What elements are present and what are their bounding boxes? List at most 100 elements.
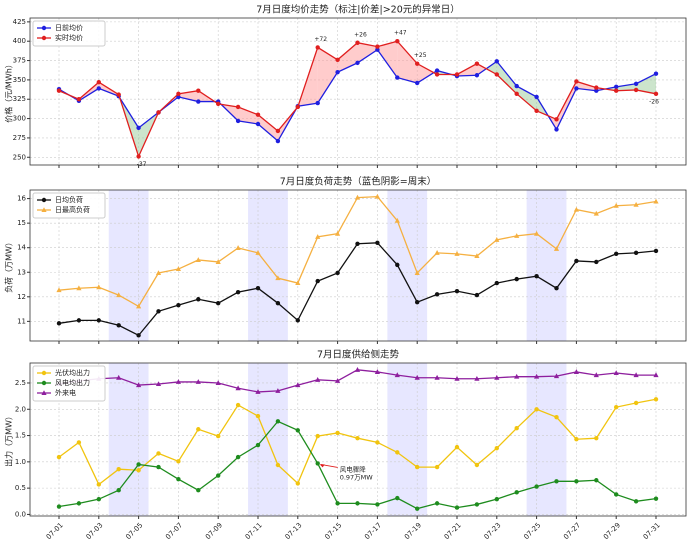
marker bbox=[355, 241, 360, 246]
marker bbox=[653, 91, 659, 97]
marker bbox=[335, 57, 340, 62]
marker bbox=[633, 81, 639, 86]
annotation-text: 风电骤降 bbox=[340, 464, 367, 473]
y-tick-label: 2.0 bbox=[15, 405, 26, 413]
marker bbox=[395, 75, 400, 80]
spread-annotation: +26 bbox=[354, 31, 367, 38]
marker bbox=[415, 300, 420, 305]
marker bbox=[275, 388, 281, 393]
x-tick-label: 07-09 bbox=[204, 521, 224, 541]
weekend-shade bbox=[546, 190, 567, 341]
marker bbox=[474, 375, 480, 381]
y-axis-label: 价格（元/MWh） bbox=[4, 60, 14, 123]
marker bbox=[594, 85, 599, 90]
x-tick-label: 07-23 bbox=[483, 521, 503, 541]
marker bbox=[415, 506, 420, 511]
marker bbox=[394, 217, 400, 223]
marker bbox=[216, 433, 221, 439]
marker bbox=[573, 206, 579, 212]
marker bbox=[155, 381, 162, 387]
marker bbox=[196, 88, 201, 93]
marker bbox=[613, 370, 619, 375]
marker bbox=[554, 127, 559, 132]
marker bbox=[315, 377, 321, 382]
marker bbox=[454, 288, 460, 294]
diff-fill bbox=[258, 114, 278, 142]
marker bbox=[395, 39, 400, 44]
marker bbox=[96, 80, 102, 85]
marker bbox=[41, 370, 47, 376]
marker bbox=[56, 504, 62, 509]
marker bbox=[514, 91, 519, 97]
marker bbox=[295, 318, 300, 323]
marker bbox=[474, 462, 480, 468]
marker bbox=[136, 125, 141, 131]
marker bbox=[41, 207, 47, 212]
marker bbox=[395, 450, 400, 455]
y-axis-label: 出力（万MW） bbox=[4, 412, 14, 467]
marker bbox=[474, 73, 480, 78]
marker bbox=[335, 501, 340, 506]
marker bbox=[414, 270, 420, 275]
y-tick-label: 400 bbox=[13, 37, 26, 45]
marker bbox=[633, 250, 639, 256]
marker bbox=[295, 382, 301, 388]
marker bbox=[474, 253, 480, 259]
y-tick-label: 425 bbox=[13, 18, 26, 26]
legend-box bbox=[32, 192, 106, 219]
marker bbox=[434, 250, 440, 255]
spread-annotation: +47 bbox=[394, 30, 407, 37]
x-tick-label: 07-05 bbox=[124, 521, 144, 541]
marker bbox=[574, 86, 579, 91]
x-tick-label: 07-27 bbox=[562, 521, 582, 541]
marker bbox=[395, 495, 400, 501]
x-tick-label: 07-29 bbox=[602, 521, 622, 541]
marker bbox=[554, 117, 559, 122]
weekend-shade bbox=[267, 363, 288, 516]
spread-annotation: +25 bbox=[414, 52, 427, 59]
marker bbox=[554, 414, 559, 420]
marker bbox=[41, 197, 47, 203]
marker bbox=[454, 251, 460, 256]
marker bbox=[96, 482, 102, 487]
marker bbox=[176, 91, 181, 97]
marker bbox=[375, 47, 380, 52]
marker bbox=[494, 72, 499, 77]
marker bbox=[534, 230, 540, 236]
diff-fill bbox=[317, 47, 338, 104]
marker bbox=[56, 88, 62, 93]
marker bbox=[434, 68, 440, 73]
diff-fill bbox=[238, 106, 258, 124]
marker bbox=[593, 372, 599, 378]
legend-label: 风电均出力 bbox=[55, 378, 90, 387]
y-tick-label: 12 bbox=[17, 293, 26, 301]
legend-label: 日前均价 bbox=[55, 23, 83, 32]
y-axis-label: 负荷（万MW） bbox=[4, 238, 14, 293]
annotation-text: 0.97万MW bbox=[340, 473, 374, 481]
marker bbox=[514, 276, 519, 282]
marker bbox=[335, 430, 340, 436]
marker bbox=[415, 61, 420, 66]
diff-fill bbox=[496, 61, 517, 94]
y-tick-label: 16 bbox=[17, 195, 26, 203]
marker bbox=[76, 97, 82, 102]
marker bbox=[474, 292, 480, 298]
marker bbox=[116, 292, 122, 298]
marker bbox=[215, 259, 221, 264]
x-tick-label: 07-31 bbox=[642, 521, 662, 541]
marker bbox=[633, 201, 639, 207]
marker bbox=[614, 492, 619, 497]
marker bbox=[156, 464, 161, 470]
marker bbox=[255, 121, 261, 127]
marker bbox=[136, 382, 142, 388]
weekend-shade bbox=[387, 363, 408, 516]
marker bbox=[116, 374, 122, 380]
marker bbox=[594, 435, 599, 441]
marker bbox=[494, 445, 499, 451]
weekend-shade bbox=[108, 190, 129, 341]
diff-fill bbox=[516, 86, 537, 111]
marker bbox=[574, 479, 579, 484]
marker bbox=[434, 292, 440, 297]
marker bbox=[375, 44, 380, 49]
marker bbox=[554, 286, 559, 291]
